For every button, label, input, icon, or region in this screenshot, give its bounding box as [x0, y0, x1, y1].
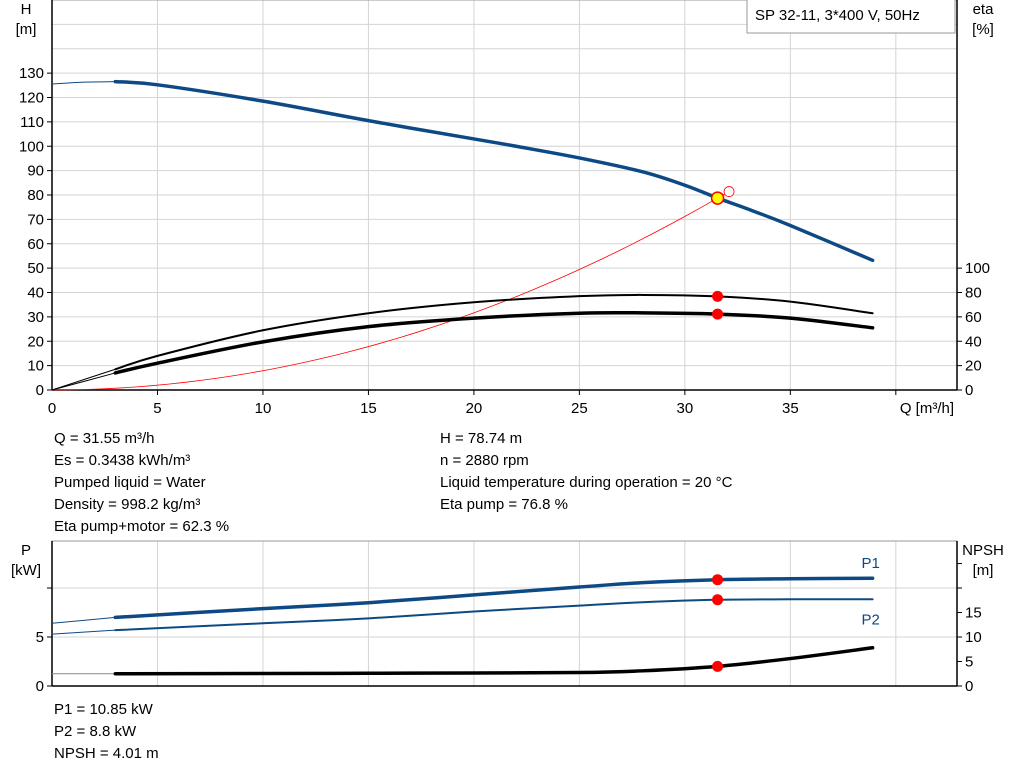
y-left-tick-label: 40	[27, 285, 44, 302]
y-left-tick-label: 20	[27, 333, 44, 350]
title-box	[746, 0, 956, 34]
y-left-tick-label: 60	[27, 236, 44, 253]
y-left-tick-label: 5	[36, 629, 44, 646]
curve-extrapolated-0	[51, 81, 116, 85]
y-left-tick-label: 50	[27, 260, 44, 277]
y-right-tick-label: 60	[965, 309, 982, 326]
duty-marker	[712, 574, 724, 586]
y-left-axis-label: [m]	[16, 21, 37, 38]
curve-p2	[114, 598, 874, 632]
y-left-tick-label: 130	[19, 65, 44, 82]
info-eta-pump: Eta pump = 76.8 %	[440, 496, 568, 513]
y-left-tick-label: 110	[20, 114, 44, 131]
x-tick-label: 0	[48, 400, 56, 417]
duty-info-left: Q = 31.55 m³/h Es = 0.3438 kWh/m³ Pumped…	[54, 428, 229, 538]
y-left-tick-label: 80	[27, 187, 44, 204]
info-npsh: NPSH = 4.01 m	[54, 745, 159, 762]
eta-duty-marker	[712, 290, 724, 302]
y-left-tick-label: 30	[27, 309, 44, 326]
y-right-tick-label: 10	[965, 629, 982, 646]
eta-duty-marker	[712, 308, 724, 320]
duty-marker	[712, 594, 724, 606]
curve-extrapolated-0	[51, 616, 116, 624]
system-curve	[51, 197, 718, 391]
y-right-tick-label: 100	[965, 260, 990, 277]
x-tick-label: 10	[255, 400, 272, 417]
chart-title: SP 32-11, 3*400 V, 50Hz	[755, 7, 920, 24]
x-tick-label: 30	[677, 400, 694, 417]
info-p2: P2 = 8.8 kW	[54, 723, 137, 740]
npsh-curve	[113, 646, 875, 676]
y-right-axis-label: eta	[973, 1, 995, 18]
y-left-tick-label: 70	[27, 211, 44, 228]
info-es: Es = 0.3438 kWh/m³	[54, 452, 191, 469]
y-right-axis-label: [m]	[973, 562, 994, 579]
y-right-tick-label: 0	[965, 678, 973, 695]
curve-extrapolated-1	[51, 629, 116, 635]
y-left-axis-label: P	[21, 542, 31, 559]
y-right-tick-label: 15	[965, 605, 982, 622]
y-left-tick-label: 0	[36, 382, 44, 399]
info-h: H = 78.74 m	[440, 430, 523, 447]
y-left-tick-label: 90	[27, 163, 44, 180]
curve-label-p2: P2	[861, 611, 879, 628]
x-tick-label: 35	[782, 400, 799, 417]
info-temp: Liquid temperature during operation = 20…	[440, 474, 733, 491]
x-tick-label: 15	[360, 400, 377, 417]
x-tick-label: 20	[466, 400, 483, 417]
duty-marker	[712, 660, 724, 672]
info-n: n = 2880 rpm	[440, 452, 529, 469]
system-curve-end-marker	[723, 186, 735, 197]
eta-curve-1	[114, 293, 874, 371]
y-left-tick-label: 100	[19, 138, 44, 155]
y-right-axis-label: [%]	[972, 21, 994, 38]
info-eta-total: Eta pump+motor = 62.3 %	[54, 518, 230, 535]
head-curve	[113, 79, 875, 263]
x-tick-label: 25	[571, 400, 588, 417]
curve-label-p1: P1	[861, 555, 879, 572]
x-axis-label: Q [m³/h]	[900, 400, 954, 417]
eta-curve-2	[113, 310, 875, 375]
curve-p1	[113, 576, 875, 620]
curve-extrapolated-1	[51, 368, 116, 391]
duty-point-marker	[710, 191, 725, 205]
info-p1: P1 = 10.85 kW	[54, 701, 153, 718]
y-right-tick-label: 20	[965, 358, 982, 375]
y-left-tick-label: 10	[27, 358, 44, 375]
y-left-axis-label: H	[21, 1, 32, 18]
info-liquid: Pumped liquid = Water	[54, 474, 206, 491]
power-info: P1 = 10.85 kW P2 = 8.8 kW NPSH = 4.01 m	[54, 699, 159, 765]
y-right-tick-label: 0	[965, 382, 973, 399]
x-tick-label: 5	[153, 400, 161, 417]
y-right-tick-label: 5	[965, 654, 973, 671]
y-left-axis-label: [kW]	[11, 562, 41, 579]
y-right-tick-label: 80	[965, 285, 982, 302]
info-density: Density = 998.2 kg/m³	[54, 496, 201, 513]
y-left-tick-label: 0	[36, 678, 44, 695]
info-q: Q = 31.55 m³/h	[54, 430, 155, 447]
y-right-tick-label: 40	[965, 333, 982, 350]
y-left-tick-label: 120	[19, 90, 44, 107]
curve-extrapolated-2	[51, 372, 116, 391]
duty-info-right: H = 78.74 m n = 2880 rpm Liquid temperat…	[440, 428, 732, 516]
y-right-axis-label: NPSH	[962, 542, 1004, 559]
